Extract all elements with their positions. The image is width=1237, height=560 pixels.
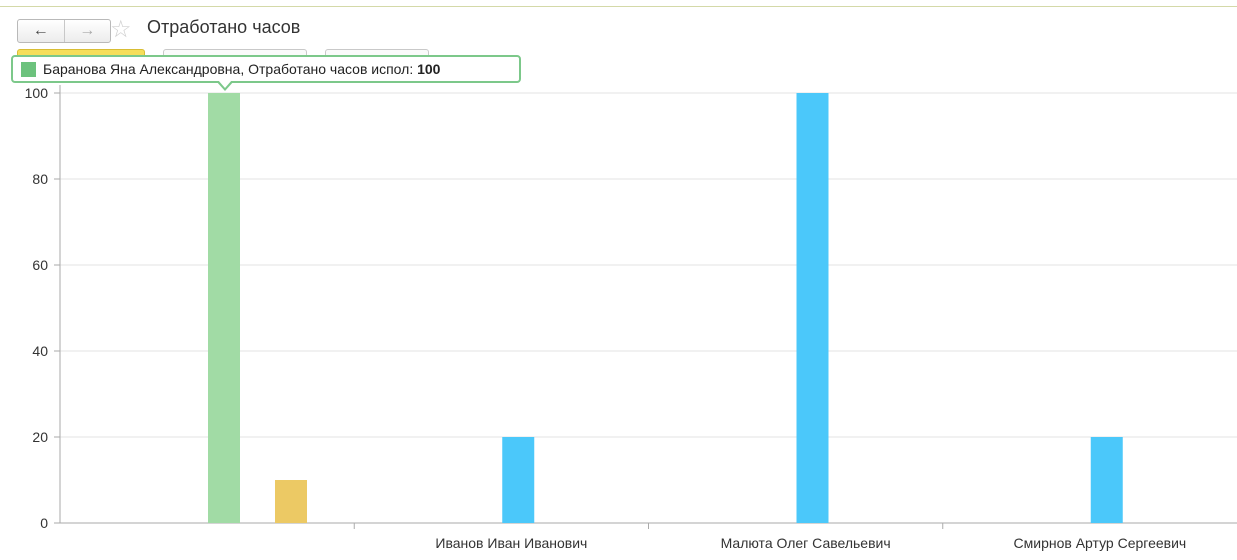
- tooltip-color-swatch: [21, 61, 36, 77]
- tooltip-label: Баранова Яна Александровна, Отработано ч…: [43, 61, 418, 77]
- y-tick-label: 100: [25, 85, 49, 101]
- tooltip-text: Баранова Яна Александровна, Отработано ч…: [43, 61, 440, 77]
- bar: [275, 480, 307, 523]
- y-tick-label: 60: [32, 257, 48, 273]
- bar: [796, 93, 829, 523]
- chart-axes: 0 20 40 60 80 100 Иванов Иван Иванович Малюта О…: [25, 85, 1187, 551]
- y-tick-label: 40: [32, 343, 48, 359]
- arrow-left-icon: ←: [32, 22, 49, 39]
- bar: [1090, 437, 1123, 523]
- x-tick-label: Смирнов Артур Сергеевич: [1014, 535, 1187, 551]
- bar: [208, 93, 240, 523]
- page-title: Отработано часов: [147, 17, 301, 37]
- star-outline-icon[interactable]: ☆: [110, 16, 132, 43]
- x-tick-label: Малюта Олег Савельевич: [721, 535, 891, 551]
- x-tick-label: Иванов Иван Иванович: [435, 535, 587, 551]
- tooltip-pointer-inner: [218, 80, 232, 88]
- forward-button[interactable]: →: [63, 20, 111, 42]
- chart-bars: [208, 93, 1123, 523]
- navigation-buttons: ← →: [17, 19, 111, 43]
- y-tick-label: 0: [40, 515, 48, 531]
- header-divider: [0, 6, 1237, 7]
- arrow-right-icon: →: [79, 22, 96, 39]
- y-tick-label: 80: [32, 171, 48, 187]
- chart-tooltip: Баранова Яна Александровна, Отработано ч…: [11, 55, 521, 83]
- bar: [502, 437, 535, 523]
- y-tick-label: 20: [32, 429, 48, 445]
- back-button[interactable]: ←: [18, 20, 64, 42]
- tooltip-value: 100: [417, 61, 441, 77]
